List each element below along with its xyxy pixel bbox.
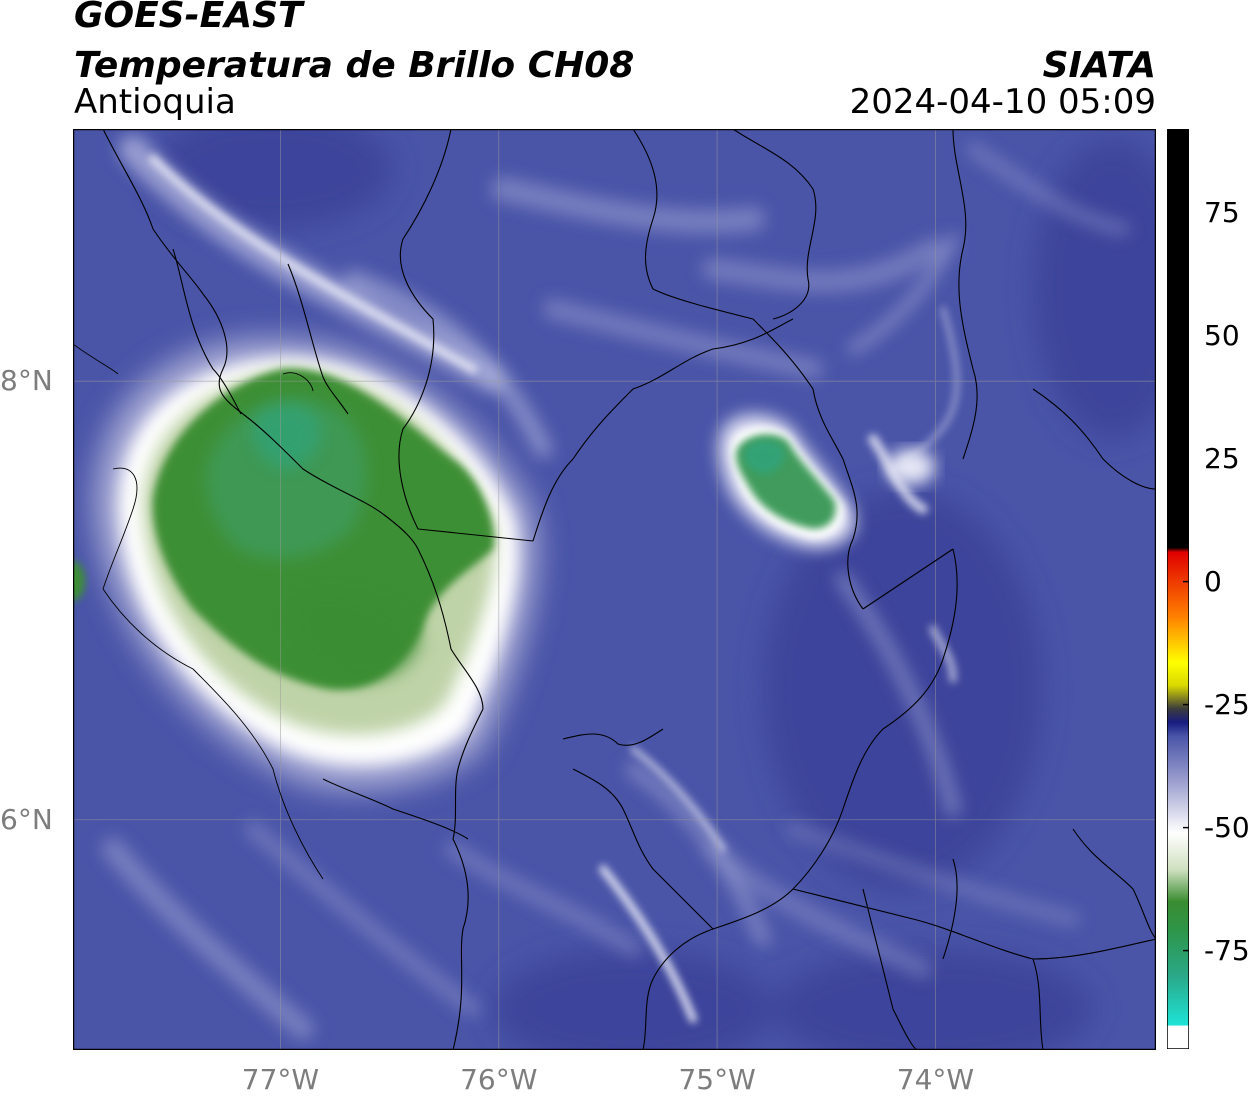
brightness-temperature-map[interactable] [73,129,1156,1050]
cold-background-areas [153,129,1156,1050]
colorbar-tick-label: 75 [1204,195,1240,229]
colorbar-tick-label: 0 [1204,564,1222,598]
product-title: Temperatura de Brillo CH08 [74,45,635,86]
colorbar-tick-label: -75 [1204,933,1250,967]
colorbar-tick-label: 50 [1204,318,1240,352]
map-frame [73,129,1156,1050]
longitude-tick-label: 75°W [678,1063,756,1096]
latitude-tick-label: 6°N [0,802,53,836]
latitude-tick-label: 8°N [0,364,53,398]
coastal-cold-patch [73,561,85,601]
convective-cell-west [93,337,539,791]
colorbar [1167,129,1189,1049]
longitude-tick-label: 77°W [241,1063,320,1096]
region-label: Antioquia [74,82,236,122]
colorbar-tick-label: 25 [1204,441,1240,475]
colorbar-tick-label: -25 [1204,687,1250,721]
organization-label: SIATA [1042,45,1156,86]
datetime-label: 2024-04-10 05:09 [849,82,1156,122]
longitude-tick-label: 76°W [460,1063,538,1096]
colorbar-tick-label: -50 [1204,810,1250,844]
coastline [73,343,324,880]
longitude-tick-label: 74°W [896,1063,975,1096]
satellite-title: GOES-EAST [74,0,303,36]
convective-cell-east [718,414,935,549]
political-boundaries [102,129,1156,1050]
